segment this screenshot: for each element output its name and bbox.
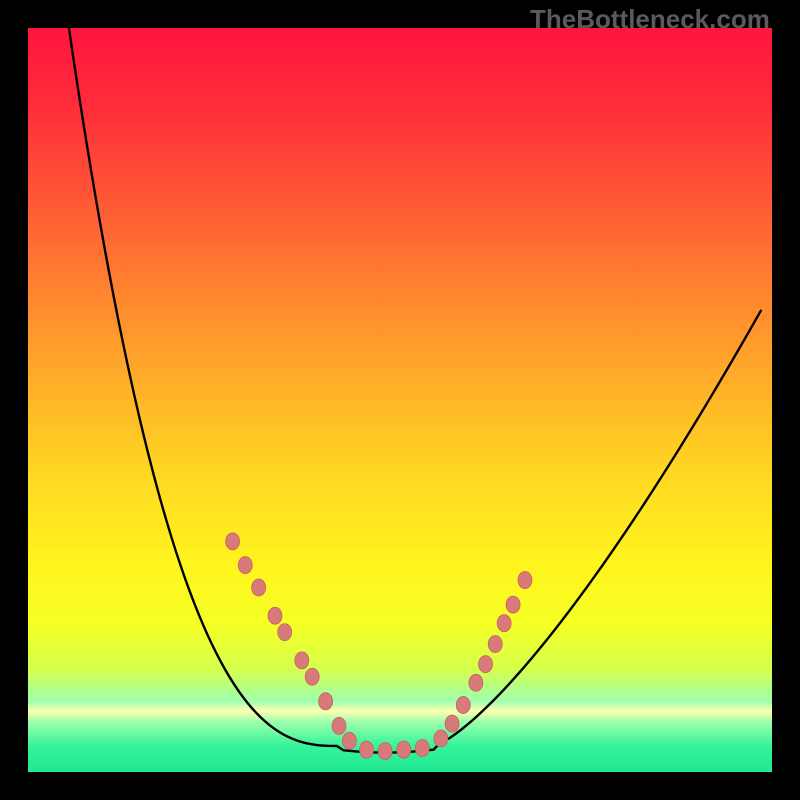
chart-frame: TheBottleneck.com [0, 0, 800, 800]
curve-marker [488, 636, 502, 653]
curve-marker [518, 572, 532, 589]
bottleneck-plot [28, 28, 772, 772]
curve-marker [506, 596, 520, 613]
gradient-background [28, 28, 772, 772]
curve-marker [278, 624, 292, 641]
curve-marker [305, 668, 319, 685]
curve-marker [268, 607, 282, 624]
curve-marker [360, 741, 374, 758]
curve-marker [456, 697, 470, 714]
curve-marker [415, 740, 429, 757]
curve-marker [434, 730, 448, 747]
curve-marker [295, 652, 309, 669]
curve-marker [342, 732, 356, 749]
curve-marker [378, 743, 392, 760]
curve-marker [319, 693, 333, 710]
curve-marker [226, 533, 240, 550]
curve-marker [238, 557, 252, 574]
curve-marker [479, 656, 493, 673]
curve-marker [445, 715, 459, 732]
curve-marker [397, 741, 411, 758]
watermark-text: TheBottleneck.com [530, 4, 770, 35]
curve-marker [469, 674, 483, 691]
curve-marker [252, 579, 266, 596]
curve-marker [497, 615, 511, 632]
curve-marker [332, 717, 346, 734]
